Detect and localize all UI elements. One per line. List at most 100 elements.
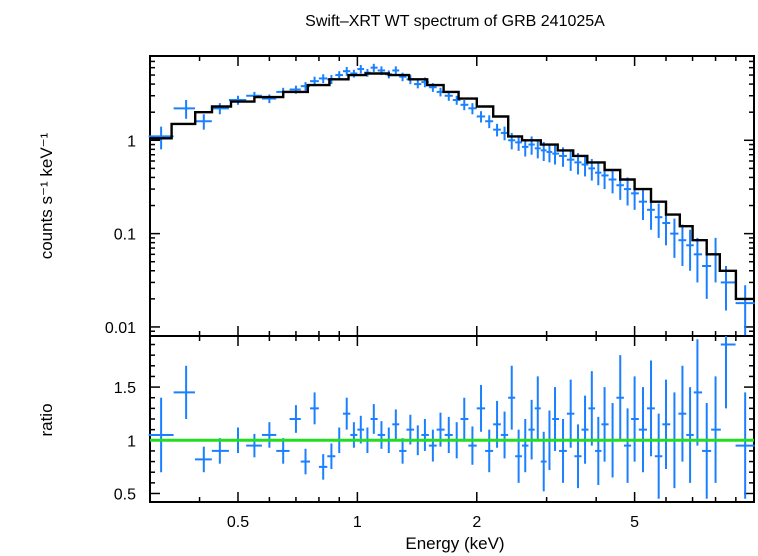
spectrum-data-point	[720, 265, 736, 311]
ratio-data-point	[246, 433, 262, 458]
spectrum-plot-frame	[149, 55, 755, 337]
spectrum-data-point	[670, 218, 679, 258]
ratio-data-point	[194, 446, 212, 473]
spectrum-data-point	[515, 135, 522, 151]
ratio-data-point	[662, 379, 671, 470]
spectrum-data-point	[173, 100, 195, 119]
spectrum-panel: 1 0.1 0.01 counts s⁻¹ keV⁻¹	[37, 55, 755, 337]
ratio-data-point	[574, 424, 582, 489]
spectrum-data-point	[654, 203, 663, 238]
ratio-data-point	[508, 365, 516, 430]
ratio-data-point	[686, 387, 694, 483]
ratio-data-point	[588, 371, 596, 446]
ratio-data-point	[534, 376, 541, 441]
spectrum-data-point	[702, 248, 712, 299]
ratio-data-point	[310, 392, 319, 425]
ratio-data-point	[735, 392, 755, 499]
ratio-data-point	[444, 416, 453, 454]
ratio-data-point	[327, 443, 336, 470]
ratio-data-point	[616, 355, 624, 441]
spectrum-data-point	[452, 95, 461, 105]
spectrum-data-point	[357, 65, 365, 74]
ratio-data-point	[350, 422, 358, 448]
ratio-y-ticks: 0.5 1 1.5	[114, 380, 136, 503]
ratio-data-point	[261, 422, 277, 448]
ratio-data-point	[399, 438, 407, 464]
spectrum-data-point	[476, 111, 486, 123]
spectrum-data-point	[638, 189, 648, 220]
ratio-y-tick-label: 0.5	[114, 486, 136, 503]
ratio-data-point	[711, 376, 721, 483]
ratio-minor-ticks	[149, 336, 755, 502]
ratio-data-point	[515, 429, 522, 483]
ratio-data-point	[702, 403, 712, 499]
spectrum-minor-ticks	[149, 55, 755, 337]
spectrum-data-point	[335, 71, 343, 80]
spectrum-data-point	[566, 150, 575, 171]
spectrum-data-point	[318, 74, 328, 84]
spectrum-data-point	[228, 95, 247, 105]
x-tick-label: 5	[630, 514, 639, 531]
ratio-data-point	[173, 365, 195, 419]
ratio-y-tick-label: 1.5	[114, 380, 136, 397]
spectrum-data-point	[686, 229, 694, 271]
spectrum-y-axis-label: counts s⁻¹ keV⁻¹	[37, 132, 56, 259]
spectrum-data-point	[211, 103, 229, 115]
spectrum-data-point	[534, 140, 541, 159]
spectrum-data-point	[485, 115, 494, 129]
spectrum-data-point	[735, 285, 755, 336]
spectrum-y-tick-label: 0.01	[105, 320, 136, 337]
spectrum-data-point	[608, 169, 617, 194]
ratio-plot-frame	[149, 335, 755, 503]
ratio-data-point	[559, 419, 567, 483]
ratio-data-point	[377, 421, 386, 449]
spectrum-data-point	[581, 155, 589, 177]
spectrum-data-point	[392, 66, 400, 76]
ratio-data-point	[693, 339, 703, 446]
ratio-data-point	[300, 448, 311, 475]
ratio-panel: 0.5 1 1.5 0.5 1 2 5 ratio Energy (keV)	[37, 335, 755, 553]
spectrum-data-point	[521, 139, 529, 157]
spectrum-y-ticks: 1 0.1 0.01	[105, 133, 136, 337]
ratio-data-point	[342, 397, 351, 430]
ratio-data-point	[276, 438, 290, 464]
spectrum-data-points	[148, 63, 755, 336]
ratio-data-point	[476, 384, 486, 432]
spectrum-data-point	[194, 114, 212, 130]
ratio-data-point	[468, 426, 477, 465]
ratio-data-point	[647, 360, 655, 457]
ratio-x-ticks: 0.5 1 2 5	[227, 514, 639, 531]
spectrum-data-point	[414, 80, 422, 89]
x-tick-label: 2	[472, 514, 481, 531]
spectrum-data-point	[595, 163, 602, 186]
ratio-data-point	[318, 454, 328, 480]
spectrum-data-point	[623, 177, 632, 206]
ratio-data-point	[566, 379, 575, 448]
chart-title: Swift–XRT WT spectrum of GRB 241025A	[305, 13, 605, 30]
ratio-data-points	[148, 336, 755, 499]
ratio-data-point	[720, 336, 736, 409]
ratio-data-point	[211, 438, 229, 464]
spectrum-data-point	[546, 143, 553, 163]
ratio-data-point	[528, 399, 535, 460]
ratio-data-point	[654, 413, 663, 499]
ratio-data-point	[521, 419, 529, 473]
x-tick-label: 1	[353, 514, 362, 531]
ratio-data-point	[631, 376, 639, 462]
ratio-y-tick-label: 1	[127, 433, 136, 450]
spectrum-data-point	[678, 224, 687, 266]
spectrum-data-point	[460, 100, 469, 111]
spectrum-data-point	[693, 237, 703, 283]
spectrum-data-point	[552, 145, 560, 165]
ratio-data-point	[601, 387, 609, 462]
ratio-data-point	[148, 397, 174, 473]
ratio-data-point	[500, 411, 509, 459]
ratio-data-point	[581, 395, 589, 464]
spectrum-data-point	[370, 63, 378, 72]
ratio-data-point	[460, 397, 469, 441]
ratio-data-point	[485, 429, 494, 473]
ratio-data-point	[370, 404, 378, 434]
ratio-data-point	[421, 419, 429, 451]
spectrum-data-point	[261, 94, 277, 104]
ratio-data-point	[623, 408, 632, 483]
